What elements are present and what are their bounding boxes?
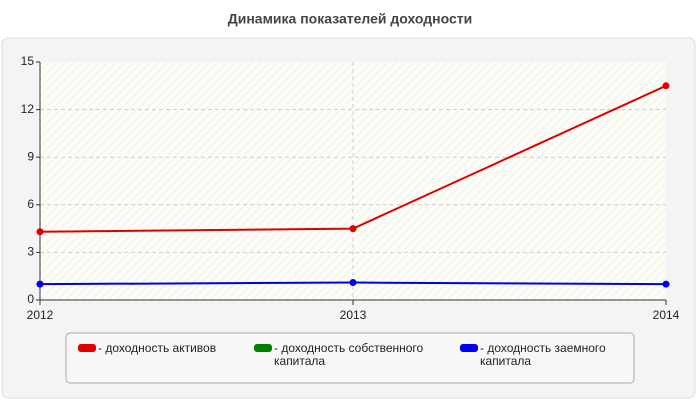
legend-swatch [254, 344, 272, 352]
x-tick-label: 2012 [27, 308, 54, 322]
data-point [349, 279, 357, 287]
legend-entry: - доходность заемного капитала [460, 342, 630, 368]
legend-swatch [460, 344, 478, 352]
data-point [36, 280, 44, 288]
legend-box [65, 332, 635, 384]
data-point [36, 228, 44, 236]
chart-title: Динамика показателей доходности [228, 11, 473, 27]
legend-swatch [78, 344, 96, 352]
y-tick-label: 9 [27, 149, 34, 163]
x-tick-label: 2014 [653, 308, 680, 322]
y-tick-label: 15 [21, 54, 35, 68]
y-tick-label: 6 [27, 197, 34, 211]
legend-entry: - доходность активов [78, 342, 238, 355]
legend-label: - доходность собственного капитала [274, 341, 424, 368]
data-point [662, 280, 670, 288]
x-tick-label: 2013 [340, 308, 367, 322]
legend-entry: - доходность собственного капитала [254, 342, 444, 368]
data-point [662, 82, 670, 90]
data-point [349, 225, 357, 233]
legend-label: - доходность заемного капитала [480, 341, 606, 368]
y-tick-label: 12 [21, 102, 35, 116]
y-tick-label: 0 [27, 292, 34, 306]
legend-label: - доходность активов [98, 341, 217, 355]
y-tick-label: 3 [27, 245, 34, 259]
